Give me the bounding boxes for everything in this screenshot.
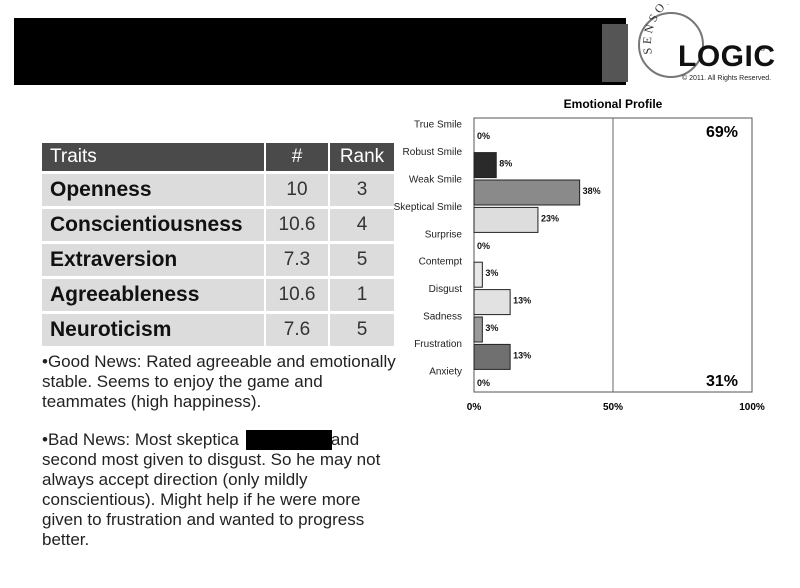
table-row: Neuroticism 7.6 5 — [42, 314, 394, 346]
trait-rank: 5 — [330, 314, 394, 346]
trait-name: Extraversion — [42, 244, 264, 276]
category-label: Surprise — [425, 229, 463, 240]
category-label: Contempt — [419, 257, 463, 268]
table-row: Conscientiousness 10.6 4 — [42, 209, 394, 241]
category-label: Robust Smile — [403, 147, 463, 158]
traits-table: Traits # Rank Openness 10 3 Conscientiou… — [40, 140, 396, 349]
trait-name: Agreeableness — [42, 279, 264, 311]
logo-arc-text: SENSORY — [640, 4, 684, 55]
note-line: •Good News: Rated agreeable and emotiona… — [42, 352, 396, 371]
trait-rank: 5 — [330, 244, 394, 276]
note-line: teammates (high happiness). — [42, 392, 262, 411]
rank-col-header: Rank — [330, 143, 394, 171]
trait-name: Conscientiousness — [42, 209, 264, 241]
value-label: 0% — [477, 378, 490, 388]
category-label: Weak Smile — [409, 175, 463, 186]
sensory-logic-logo: SENSORY LOGIC ® © 2011. All Rights Reser… — [638, 4, 778, 90]
trait-score: 10.6 — [266, 279, 328, 311]
value-label: 23% — [541, 213, 559, 223]
table-row: Agreeableness 10.6 1 — [42, 279, 394, 311]
annotation-bottom: 31% — [706, 373, 738, 390]
logo-copyright: © 2011. All Rights Reserved. — [682, 75, 772, 82]
category-label: Frustration — [414, 339, 462, 350]
logo-brand-word: LOGIC — [678, 40, 776, 73]
inline-redaction — [246, 430, 332, 450]
table-row: Extraversion 7.3 5 — [42, 244, 394, 276]
data-bar — [473, 152, 497, 179]
data-bar — [473, 343, 511, 370]
traits-header-row: Traits # Rank — [42, 143, 394, 171]
traits-col-header: Traits — [42, 143, 264, 171]
value-label: 3% — [485, 323, 498, 333]
value-label: 38% — [583, 186, 601, 196]
note-line: stable. Seems to enjoy the game and — [42, 372, 323, 391]
trait-score: 10.6 — [266, 209, 328, 241]
note-fragment: and — [330, 430, 360, 449]
data-bar — [473, 261, 483, 288]
data-bar — [473, 206, 539, 233]
good-news-note: •Good News: Rated agreeable and emotiona… — [42, 352, 432, 412]
note-line: given to frustration and wanted to progr… — [42, 510, 365, 529]
note-line: always accept direction (only mildly — [42, 470, 308, 489]
table-row: Openness 10 3 — [42, 174, 394, 206]
trait-score: 10 — [266, 174, 328, 206]
trait-score: 7.6 — [266, 314, 328, 346]
score-col-header: # — [266, 143, 328, 171]
x-tick-label: 0% — [467, 402, 482, 413]
category-label: Skeptical Smile — [394, 202, 463, 213]
value-label: 8% — [499, 159, 512, 169]
header-shadow — [602, 24, 628, 82]
trait-rank: 1 — [330, 279, 394, 311]
x-tick-label: 50% — [603, 402, 623, 413]
trait-score: 7.3 — [266, 244, 328, 276]
x-tick-label: 100% — [739, 402, 765, 413]
note-line: better. — [42, 530, 90, 549]
value-label: 0% — [477, 241, 490, 251]
value-label: 13% — [513, 296, 531, 306]
data-bar — [473, 316, 483, 343]
chart-title: Emotional Profile — [564, 97, 663, 111]
value-label: 0% — [477, 131, 490, 141]
note-fragment: •Bad News: Most skeptica — [42, 430, 239, 449]
trait-rank: 4 — [330, 209, 394, 241]
data-bar — [473, 289, 511, 316]
value-label: 3% — [485, 268, 498, 278]
annotation-top: 69% — [706, 124, 738, 141]
redacted-header — [14, 18, 626, 85]
category-label: Disgust — [429, 284, 463, 295]
trait-rank: 3 — [330, 174, 394, 206]
value-label: 13% — [513, 350, 531, 360]
trait-name: Neuroticism — [42, 314, 264, 346]
category-label: Anxiety — [429, 366, 462, 377]
note-line: conscientious). Might help if he were mo… — [42, 490, 361, 509]
note-line: second most given to disgust. So he may … — [42, 450, 381, 469]
data-bar — [473, 179, 581, 206]
note-line: •Bad News: Most skeptica and — [42, 430, 432, 450]
bad-news-note: •Bad News: Most skeptica and second most … — [42, 430, 432, 550]
trait-name: Openness — [42, 174, 264, 206]
category-label: True Smile — [414, 120, 462, 131]
category-label: Sadness — [423, 312, 462, 323]
logo-registered: ® — [760, 46, 766, 53]
logo-circle — [638, 12, 704, 78]
